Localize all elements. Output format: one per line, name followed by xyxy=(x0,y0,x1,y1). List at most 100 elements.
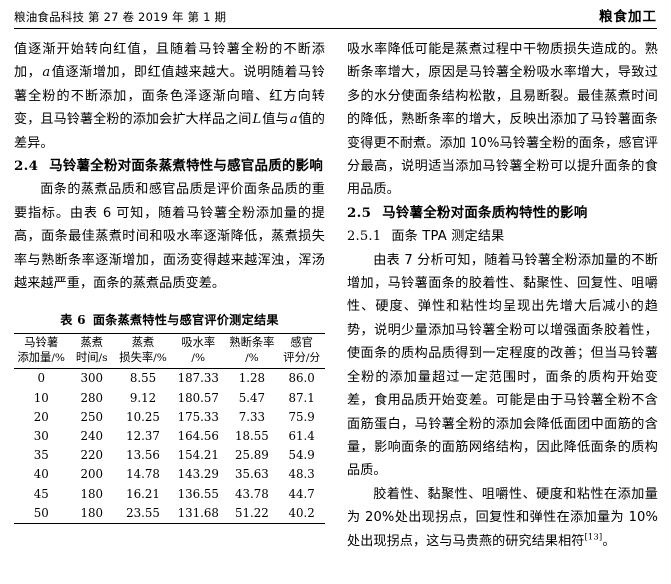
cell-5-1: 200 xyxy=(80,467,103,482)
table-6-header-cell-0: 马铃薯 添加量/% xyxy=(14,334,68,369)
header-2-line2: 损失率 xyxy=(119,350,154,364)
cell-2-5: 75.9 xyxy=(288,409,315,424)
table-6-header-cell-5: 感官 评分/分 xyxy=(278,334,325,369)
cell-2-0: 20 xyxy=(33,409,49,424)
running-head: 粮油食品科技 第 27 卷 2019 年 第 1 期 粮食加工 xyxy=(14,10,657,29)
table-6-caption-title: 面条蒸煮特性与感官评价测定结果 xyxy=(92,313,279,328)
table-6-caption: 表 6 面条蒸煮特性与感官评价测定结果 xyxy=(14,311,325,329)
header-1-line2: 时间 xyxy=(75,350,99,364)
section-number-2-4: 2.4 xyxy=(14,158,39,175)
cell-4-3: 154.21 xyxy=(177,448,219,463)
italic-a-2: a xyxy=(289,112,298,128)
cell-5-5: 48.3 xyxy=(288,467,315,482)
italic-a-1: a xyxy=(42,65,51,81)
cell-0-3: 187.33 xyxy=(177,371,219,386)
cell-0-2: 8.55 xyxy=(129,371,157,386)
cell-1-2: 9.12 xyxy=(129,390,157,405)
left-column: 值逐渐开始转向红值，且随着马铃薯全粉的不断添加，a值逐渐增加，即红值越来越大。说… xyxy=(14,38,325,524)
cell-4-5: 54.9 xyxy=(288,448,315,463)
cell-4-0: 35 xyxy=(33,448,49,463)
table-row: 40 200 14.78 143.29 35.63 48.3 xyxy=(14,465,325,484)
right-column: 吸水率降低可能是蒸煮过程中干物质损失造成的。熟断条率增大，原因是马铃薯全粉吸水率… xyxy=(347,38,658,553)
cell-0-0: 0 xyxy=(37,371,45,386)
reference-citation-13: [13] xyxy=(584,532,603,543)
table-row: 0 300 8.55 187.33 1.28 86.0 xyxy=(14,368,325,389)
right-paragraph-3: 胶着性、黏聚性、咀嚼性、硬度和粘性在添加量为 20%处出现拐点，回复性和弹性在添… xyxy=(347,483,658,553)
header-4-line1: 熟断条率 xyxy=(229,336,275,350)
right-paragraph-1: 吸水率降低可能是蒸煮过程中干物质损失造成的。熟断条率增大，原因是马铃薯全粉吸水率… xyxy=(347,42,658,198)
cell-6-3: 136.55 xyxy=(177,486,219,501)
cell-6-0: 45 xyxy=(33,486,49,501)
cell-5-4: 35.63 xyxy=(234,467,269,482)
table-row: 50 180 23.55 131.68 51.22 40.2 xyxy=(14,504,325,524)
running-head-left: 粮油食品科技 第 27 卷 2019 年 第 1 期 xyxy=(14,10,227,24)
subsection-title-2-5-1: 面条 TPA 测定结果 xyxy=(391,229,505,245)
cell-0-5: 86.0 xyxy=(288,371,315,386)
subsection-heading-2-5-1: 2.5.1 面条 TPA 测定结果 xyxy=(347,225,658,248)
table-row: 30 240 12.37 164.56 18.55 61.4 xyxy=(14,427,325,446)
header-2-line1: 蒸煮 xyxy=(131,336,155,350)
cell-3-0: 30 xyxy=(33,428,49,443)
right-paragraph-2: 由表 7 分析可知，随着马铃薯全粉添加量的不断增加，马铃薯面条的胶着性、黏聚性、… xyxy=(347,252,658,479)
cell-5-3: 143.29 xyxy=(177,467,219,482)
two-column-body: 值逐渐开始转向红值，且随着马铃薯全粉的不断添加，a值逐渐增加，即红值越来越大。说… xyxy=(14,38,658,553)
running-head-right: 粮食加工 xyxy=(599,9,657,25)
header-4-unit: /% xyxy=(245,351,259,364)
cell-0-4: 1.28 xyxy=(238,371,266,386)
table-6-caption-number: 表 6 xyxy=(60,313,86,328)
cell-1-4: 5.47 xyxy=(238,390,266,405)
cell-5-0: 40 xyxy=(33,467,49,482)
table-6-header-cell-1: 蒸煮 时间/s xyxy=(68,334,115,369)
header-5-unit: /分 xyxy=(305,351,321,364)
header-1-line1: 蒸煮 xyxy=(80,336,104,350)
table-row: 35 220 13.56 154.21 25.89 54.9 xyxy=(14,446,325,465)
cell-3-2: 12.37 xyxy=(126,428,160,443)
cell-1-5: 87.1 xyxy=(288,390,315,405)
cell-7-2: 23.55 xyxy=(126,505,160,520)
header-0-line1: 马铃薯 xyxy=(24,336,59,350)
cell-7-3: 131.68 xyxy=(177,505,219,520)
left-paragraph-2: 面条的蒸煮品质和感官品质是评价面条品质的重要指标。由表 6 可知，随着马铃薯全粉… xyxy=(14,182,325,292)
table-6-body: 0 300 8.55 187.33 1.28 86.0 10 280 9.12 … xyxy=(14,368,325,524)
cell-5-2: 14.78 xyxy=(126,467,160,482)
right-paragraph-3-text: 胶着性、黏聚性、咀嚼性、硬度和粘性在添加量为 20%处出现拐点，回复性和弹性在添… xyxy=(347,486,658,549)
cell-1-3: 180.57 xyxy=(177,390,219,405)
table-6-head: 马铃薯 添加量/% 蒸煮 时间/s 蒸煮 损失率/% xyxy=(14,333,325,369)
header-0-line2: 添加量 xyxy=(17,350,52,364)
cell-4-4: 25.89 xyxy=(234,448,269,463)
cell-2-3: 175.33 xyxy=(177,409,219,424)
left-paragraph-1: 值逐渐开始转向红值，且随着马铃薯全粉的不断添加，a值逐渐增加，即红值越来越大。说… xyxy=(14,38,325,155)
table-6-header-cell-2: 蒸煮 损失率/% xyxy=(115,334,171,369)
cell-2-4: 7.33 xyxy=(238,409,266,424)
section-number-2-5: 2.5 xyxy=(347,204,372,221)
right-paragraph-3-end: 。 xyxy=(602,533,616,549)
cell-3-4: 18.55 xyxy=(234,428,269,443)
table-6-header-row: 马铃薯 添加量/% 蒸煮 时间/s 蒸煮 损失率/% xyxy=(14,333,325,369)
cell-6-5: 44.7 xyxy=(288,486,315,501)
cell-4-1: 220 xyxy=(80,448,103,463)
cell-3-1: 240 xyxy=(80,428,103,443)
cell-1-0: 10 xyxy=(33,390,49,405)
table-6-block: 表 6 面条蒸煮特性与感官评价测定结果 马铃薯 添加量/% 蒸煮 xyxy=(14,311,325,524)
cell-7-5: 40.2 xyxy=(288,505,315,520)
cell-1-1: 280 xyxy=(80,390,103,405)
left-paragraph-1-part-d: 值的差异。 xyxy=(14,112,325,151)
table-6-header-cell-4: 熟断条率 /% xyxy=(225,334,278,369)
cell-0-1: 300 xyxy=(80,371,103,386)
header-1-unit: /s xyxy=(98,351,108,364)
cell-7-4: 51.22 xyxy=(234,505,269,520)
section-heading-2-4: 2.4 马铃薯全粉对面条蒸煮特性与感官品质的影响 xyxy=(14,155,325,178)
cell-2-2: 10.25 xyxy=(126,409,160,424)
header-5-line2: 评分 xyxy=(283,350,306,364)
table-row: 45 180 16.21 136.55 43.78 44.7 xyxy=(14,484,325,503)
section-heading-2-5: 2.5 马铃薯全粉对面条质构特性的影响 xyxy=(347,202,658,225)
cell-7-1: 180 xyxy=(80,505,103,520)
subsection-number-2-5-1: 2.5.1 xyxy=(347,229,382,245)
cell-3-5: 61.4 xyxy=(288,428,315,443)
header-0-unit: /% xyxy=(51,351,65,364)
header-3-line1: 吸水率 xyxy=(181,336,216,350)
left-paragraph-1-part-c: 值与 xyxy=(262,112,289,128)
table-row: 20 250 10.25 175.33 7.33 75.9 xyxy=(14,408,325,427)
section-title-2-5: 马铃薯全粉对面条质构特性的影响 xyxy=(382,205,588,221)
